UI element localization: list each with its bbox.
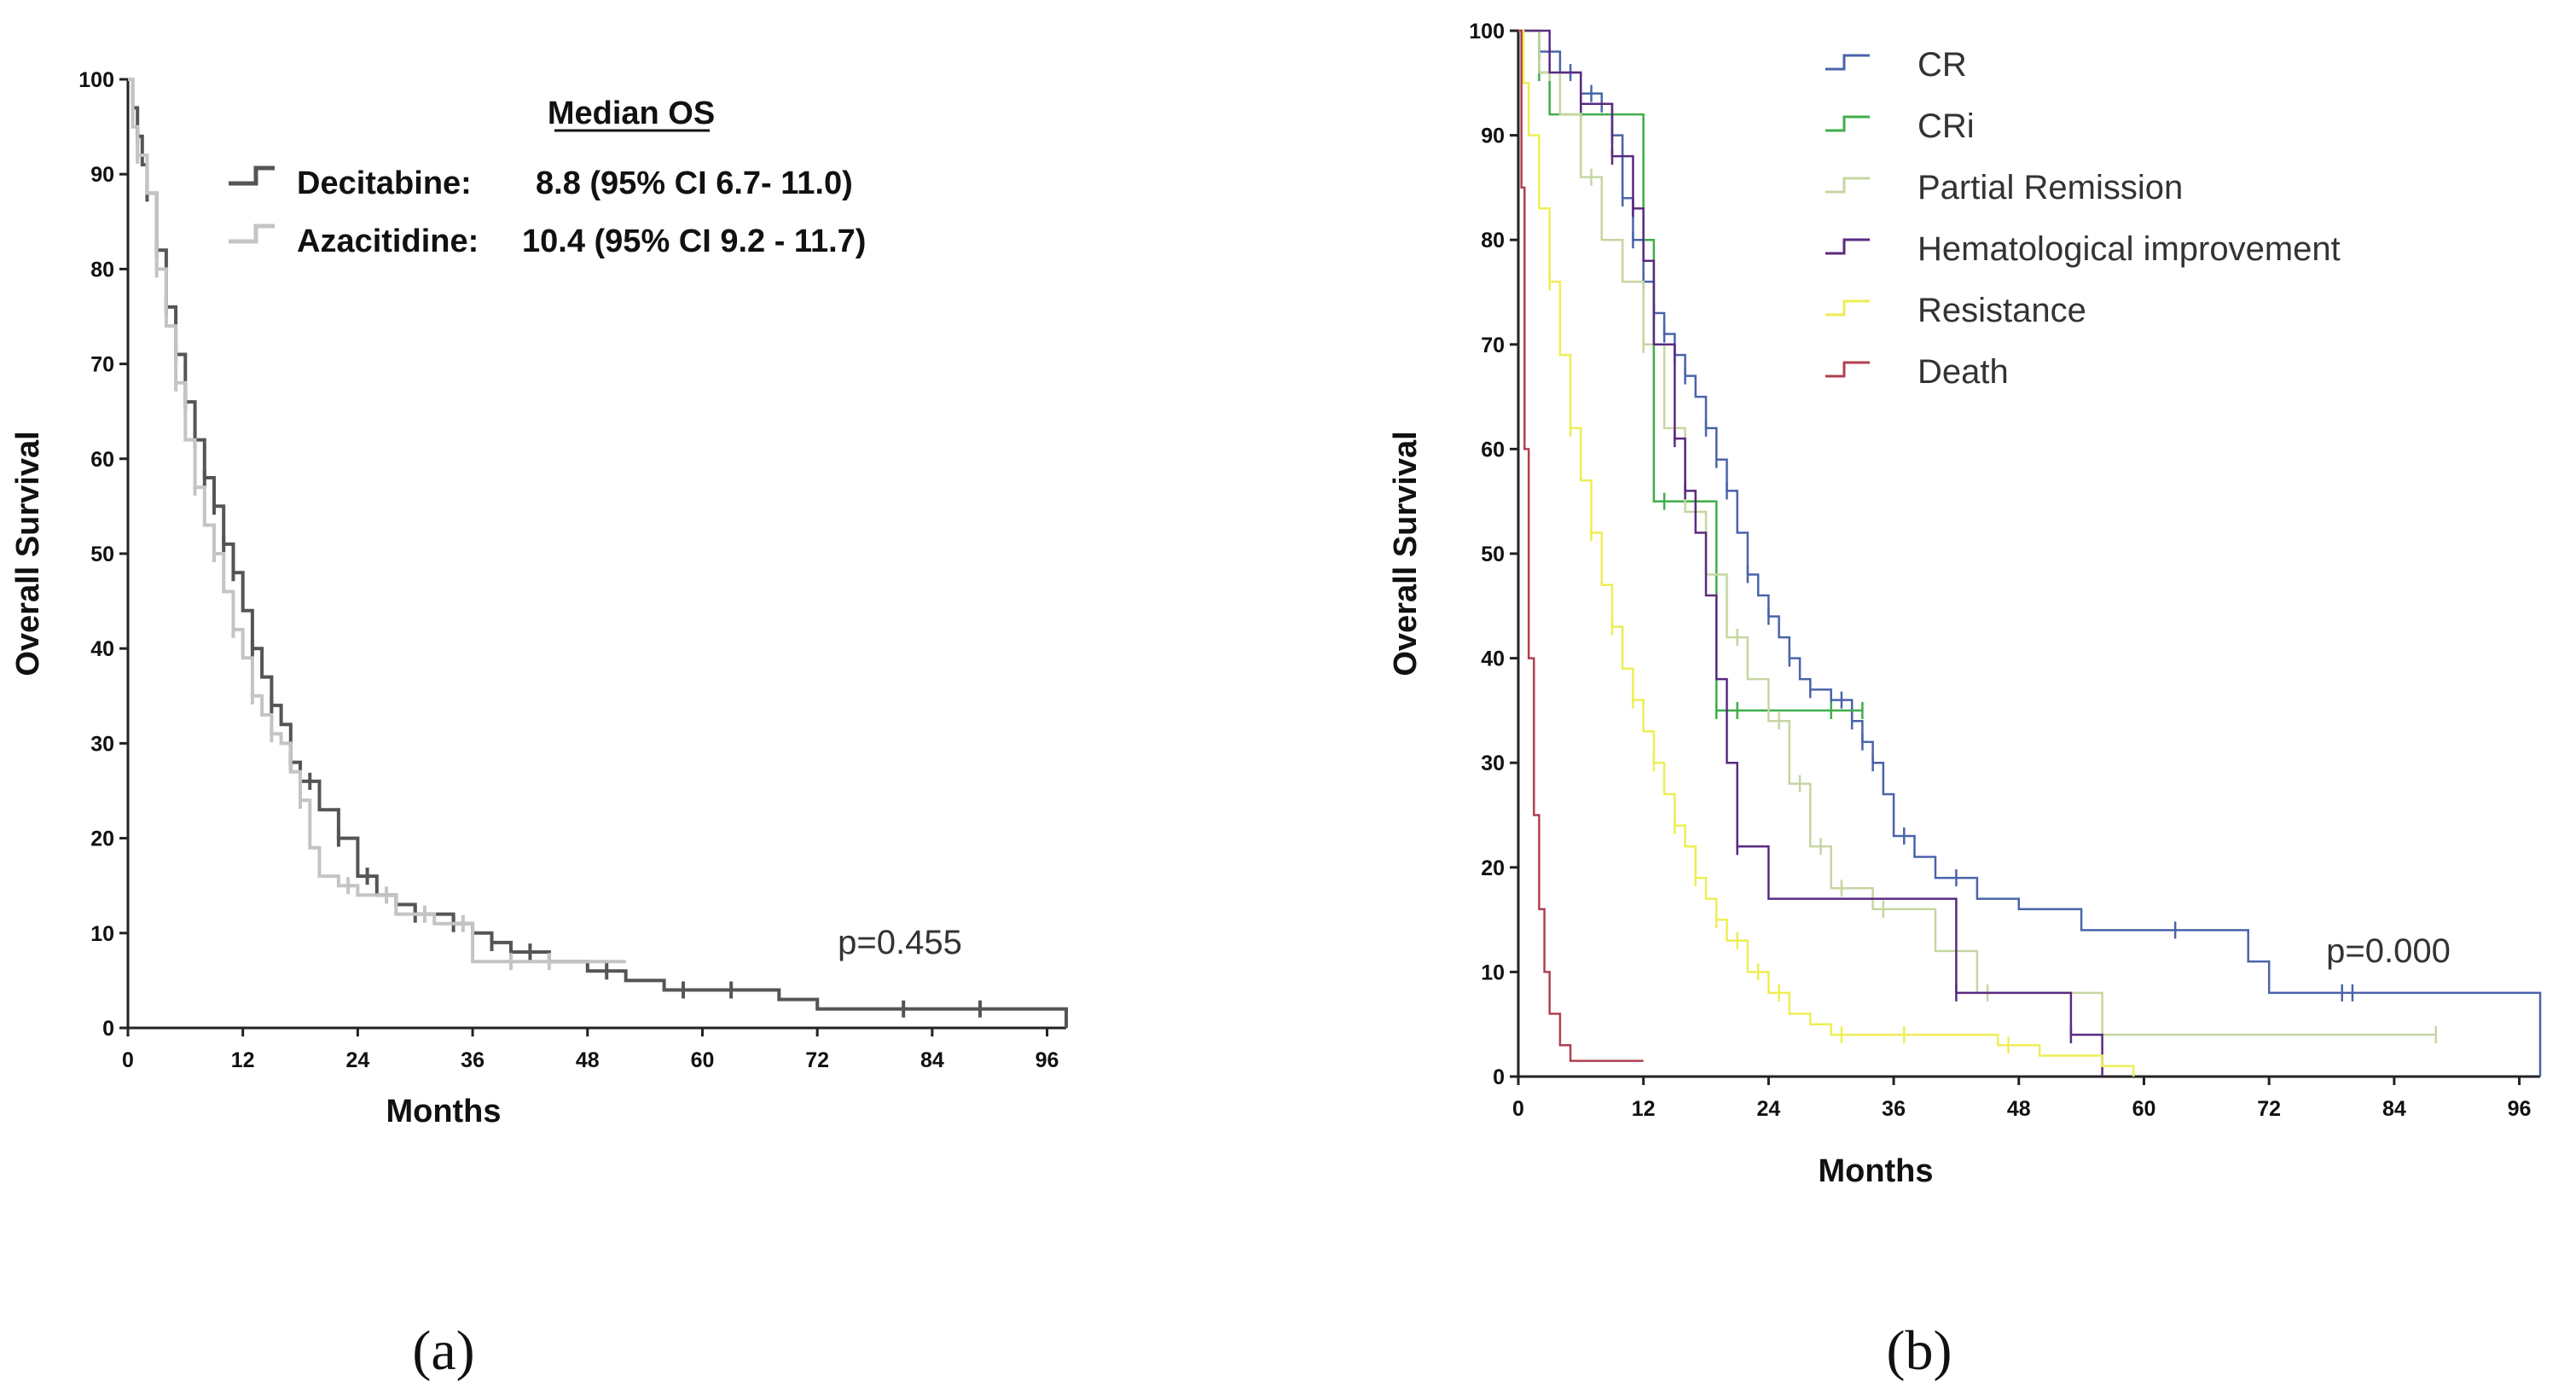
x-tick-label: 0 <box>1512 1097 1524 1121</box>
series-line-2 <box>1518 29 2436 1036</box>
p-value-annotation: p=0.000 <box>2326 932 2451 970</box>
x-tick-label: 60 <box>691 1048 715 1072</box>
y-tick-label: 0 <box>102 1017 114 1041</box>
y-tick-label: 80 <box>90 258 114 282</box>
legend-swatch-0 <box>229 165 275 186</box>
x-tick-label: 12 <box>231 1048 255 1072</box>
y-tick-label: 70 <box>1481 334 1505 357</box>
y-tick-label: 60 <box>1481 438 1505 461</box>
x-tick-label: 84 <box>920 1048 944 1072</box>
legend-swatch-4 <box>1825 299 1870 316</box>
x-tick-label: 84 <box>2382 1097 2406 1121</box>
series-line-4 <box>1518 29 2135 1077</box>
legend-label-1: CRi <box>1917 107 1975 145</box>
x-tick-label: 48 <box>2007 1097 2031 1121</box>
series-line-0 <box>128 78 1068 1028</box>
x-tick-label: 48 <box>576 1048 600 1072</box>
y-tick-label: 10 <box>90 922 114 946</box>
legend-swatch-2 <box>1825 177 1870 194</box>
legend-label-3: Hematological improvement <box>1917 230 2341 268</box>
legend-name-1: Azacitidine: <box>297 223 479 259</box>
x-tick-label: 24 <box>345 1048 369 1072</box>
y-tick-label: 100 <box>1469 20 1505 44</box>
legend-swatch-5 <box>1825 361 1870 378</box>
legend-label-5: Death <box>1917 353 2009 391</box>
y-tick-label: 20 <box>90 827 114 851</box>
panel-label: (a) <box>412 1320 474 1382</box>
y-tick-label: 20 <box>1481 856 1505 880</box>
series-line-5 <box>1518 29 1644 1062</box>
legend-title: Median OS <box>548 96 715 131</box>
y-tick-label: 70 <box>90 353 114 377</box>
y-tick-label: 40 <box>1481 647 1505 671</box>
series-line-1 <box>128 78 626 964</box>
legend-label-4: Resistance <box>1917 292 2086 329</box>
x-tick-label: 0 <box>122 1048 134 1072</box>
x-axis-label: Months <box>1818 1153 1933 1189</box>
legend-stat-1: 10.4 (95% CI 9.2 - 11.7) <box>522 223 866 259</box>
y-tick-label: 10 <box>1481 961 1505 984</box>
x-tick-label: 72 <box>805 1048 829 1072</box>
x-tick-label: 36 <box>1882 1097 1906 1121</box>
legend-label-2: Partial Remission <box>1917 169 2183 206</box>
x-tick-label: 12 <box>1632 1097 1656 1121</box>
y-axis-label: Overall Survival <box>1388 431 1424 676</box>
y-tick-label: 50 <box>90 543 114 566</box>
y-tick-label: 40 <box>90 637 114 661</box>
y-tick-label: 60 <box>90 448 114 472</box>
y-tick-label: 90 <box>90 163 114 187</box>
series-line-3 <box>1518 29 2103 1077</box>
x-tick-label: 60 <box>2132 1097 2156 1121</box>
y-axis-label: Overall Survival <box>10 431 46 676</box>
y-tick-label: 50 <box>1481 543 1505 566</box>
panel-label: (b) <box>1887 1320 1952 1382</box>
x-tick-label: 96 <box>1036 1048 1059 1072</box>
legend-swatch-3 <box>1825 238 1870 255</box>
legend-swatch-1 <box>229 223 275 244</box>
y-tick-label: 90 <box>1481 125 1505 148</box>
legend-label-0: CR <box>1917 46 1967 84</box>
legend-swatch-1 <box>1825 115 1870 132</box>
y-tick-label: 80 <box>1481 229 1505 253</box>
x-tick-label: 36 <box>461 1048 484 1072</box>
p-value-annotation: p=0.455 <box>838 924 962 961</box>
x-tick-label: 72 <box>2257 1097 2281 1121</box>
legend-name-0: Decitabine: <box>297 165 472 201</box>
y-tick-label: 0 <box>1493 1065 1505 1089</box>
legend-swatch-0 <box>1825 54 1870 71</box>
y-tick-label: 100 <box>78 68 114 92</box>
x-tick-label: 24 <box>1756 1097 1780 1121</box>
chart-panel-b: 0 12 24 36 48 60 72 84 96 0 10 20 30 40 50 60 70 80 90 100 M… <box>1388 20 2542 1382</box>
x-axis-label: Months <box>386 1094 501 1129</box>
legend-b: CR CRi Partial Remission Hematological impr… <box>1825 46 2341 391</box>
legend-stat-0: 8.8 (95% CI 6.7- 11.0) <box>536 165 853 201</box>
chart-panel-a: 0 12 24 36 48 60 72 84 96 0 10 20 30 40 50 60 70 80 90 100 M… <box>10 68 1068 1382</box>
x-tick-label: 96 <box>2508 1097 2532 1121</box>
y-tick-label: 30 <box>90 732 114 756</box>
y-tick-label: 30 <box>1481 752 1505 775</box>
legend-a: Median OS Decitabine: 8.8 (95% CI 6.7- 11.… <box>229 96 866 259</box>
